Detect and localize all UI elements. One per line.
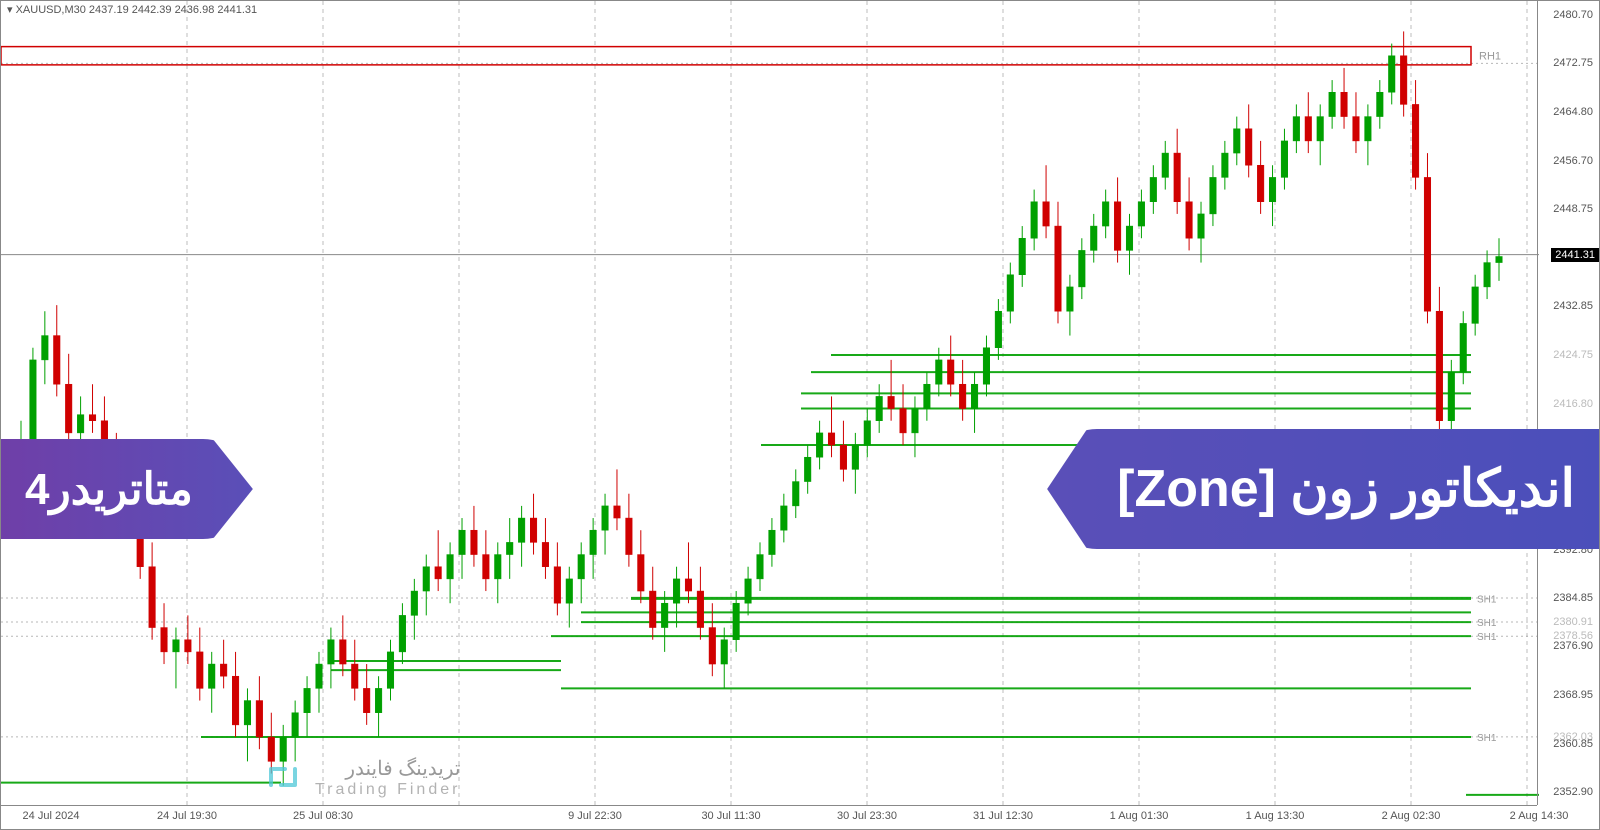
y-tick: 2480.70	[1553, 9, 1593, 21]
watermark-logo-icon	[261, 755, 305, 799]
x-tick: 31 Jul 12:30	[973, 810, 1033, 822]
plot-area[interactable]: RH1SH1SH1SH1SH1SH1	[1, 1, 1537, 805]
y-tick: 2360.85	[1553, 738, 1593, 750]
x-tick: 24 Jul 2024	[23, 810, 80, 822]
x-tick: 1 Aug 13:30	[1246, 810, 1305, 822]
chart-title: ▾ XAUUSD,M30 2437.19 2442.39 2436.98 244…	[7, 3, 257, 16]
x-tick: 30 Jul 23:30	[837, 810, 897, 822]
svg-text:RH1: RH1	[1479, 51, 1501, 63]
badge-zone-indicator: اندیکاتور زون [Zone]	[1047, 429, 1599, 549]
svg-text:SH1: SH1	[1477, 733, 1497, 744]
y-tick: 2448.75	[1553, 203, 1593, 215]
y-tick: 2424.75	[1553, 349, 1593, 361]
svg-text:SH1: SH1	[1477, 594, 1497, 605]
current-price-marker: 2441.31	[1551, 248, 1599, 262]
y-tick: 2472.75	[1553, 57, 1593, 69]
y-tick: 2384.85	[1553, 592, 1593, 604]
y-tick: 2376.90	[1553, 640, 1593, 652]
x-tick: 30 Jul 11:30	[701, 810, 760, 822]
svg-text:SH1: SH1	[1477, 618, 1497, 629]
watermark: تریدینگ فایندر Trading Finder	[261, 755, 460, 799]
y-tick: 2380.91	[1553, 616, 1593, 628]
x-tick: 24 Jul 19:30	[157, 810, 217, 822]
x-tick: 25 Jul 08:30	[293, 810, 353, 822]
x-tick: 2 Aug 02:30	[1382, 810, 1441, 822]
watermark-en: Trading Finder	[315, 781, 460, 799]
badge-metatrader4: متاتریدر4	[1, 439, 253, 539]
y-axis: 2480.70 2472.75 2464.80 2456.70 2448.75 2441.…	[1537, 1, 1599, 805]
y-tick: 2464.80	[1553, 106, 1593, 118]
x-tick: 1 Aug 01:30	[1110, 810, 1169, 822]
watermark-fa: تریدینگ فایندر	[315, 756, 460, 781]
y-tick: 2432.85	[1553, 300, 1593, 312]
chart-container: ▾ XAUUSD,M30 2437.19 2442.39 2436.98 244…	[0, 0, 1600, 830]
y-tick: 2352.90	[1553, 786, 1593, 798]
candlestick-svg: RH1SH1SH1SH1SH1SH1	[1, 1, 1539, 807]
x-tick: 9 Jul 22:30	[568, 810, 622, 822]
x-axis: 24 Jul 2024 24 Jul 19:30 25 Jul 08:30 9 Jul…	[1, 805, 1537, 829]
y-tick: 2456.70	[1553, 155, 1593, 167]
x-tick: 2 Aug 14:30	[1510, 810, 1569, 822]
y-tick: 2416.80	[1553, 398, 1593, 410]
svg-text:SH1: SH1	[1477, 632, 1497, 643]
y-tick: 2368.95	[1553, 689, 1593, 701]
